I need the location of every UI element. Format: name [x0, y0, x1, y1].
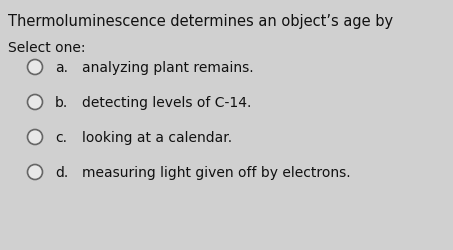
Circle shape: [28, 130, 43, 145]
Text: measuring light given off by electrons.: measuring light given off by electrons.: [82, 165, 351, 179]
Circle shape: [28, 60, 43, 75]
Text: b.: b.: [55, 96, 68, 110]
Circle shape: [28, 165, 43, 180]
Text: a.: a.: [55, 61, 68, 75]
Text: d.: d.: [55, 165, 68, 179]
Text: looking at a calendar.: looking at a calendar.: [82, 130, 232, 144]
Text: analyzing plant remains.: analyzing plant remains.: [82, 61, 254, 75]
Circle shape: [28, 95, 43, 110]
Text: detecting levels of C-14.: detecting levels of C-14.: [82, 96, 251, 110]
Text: c.: c.: [55, 130, 67, 144]
Text: Thermoluminescence determines an object’s age by: Thermoluminescence determines an object’…: [8, 14, 393, 29]
Text: Select one:: Select one:: [8, 41, 86, 55]
